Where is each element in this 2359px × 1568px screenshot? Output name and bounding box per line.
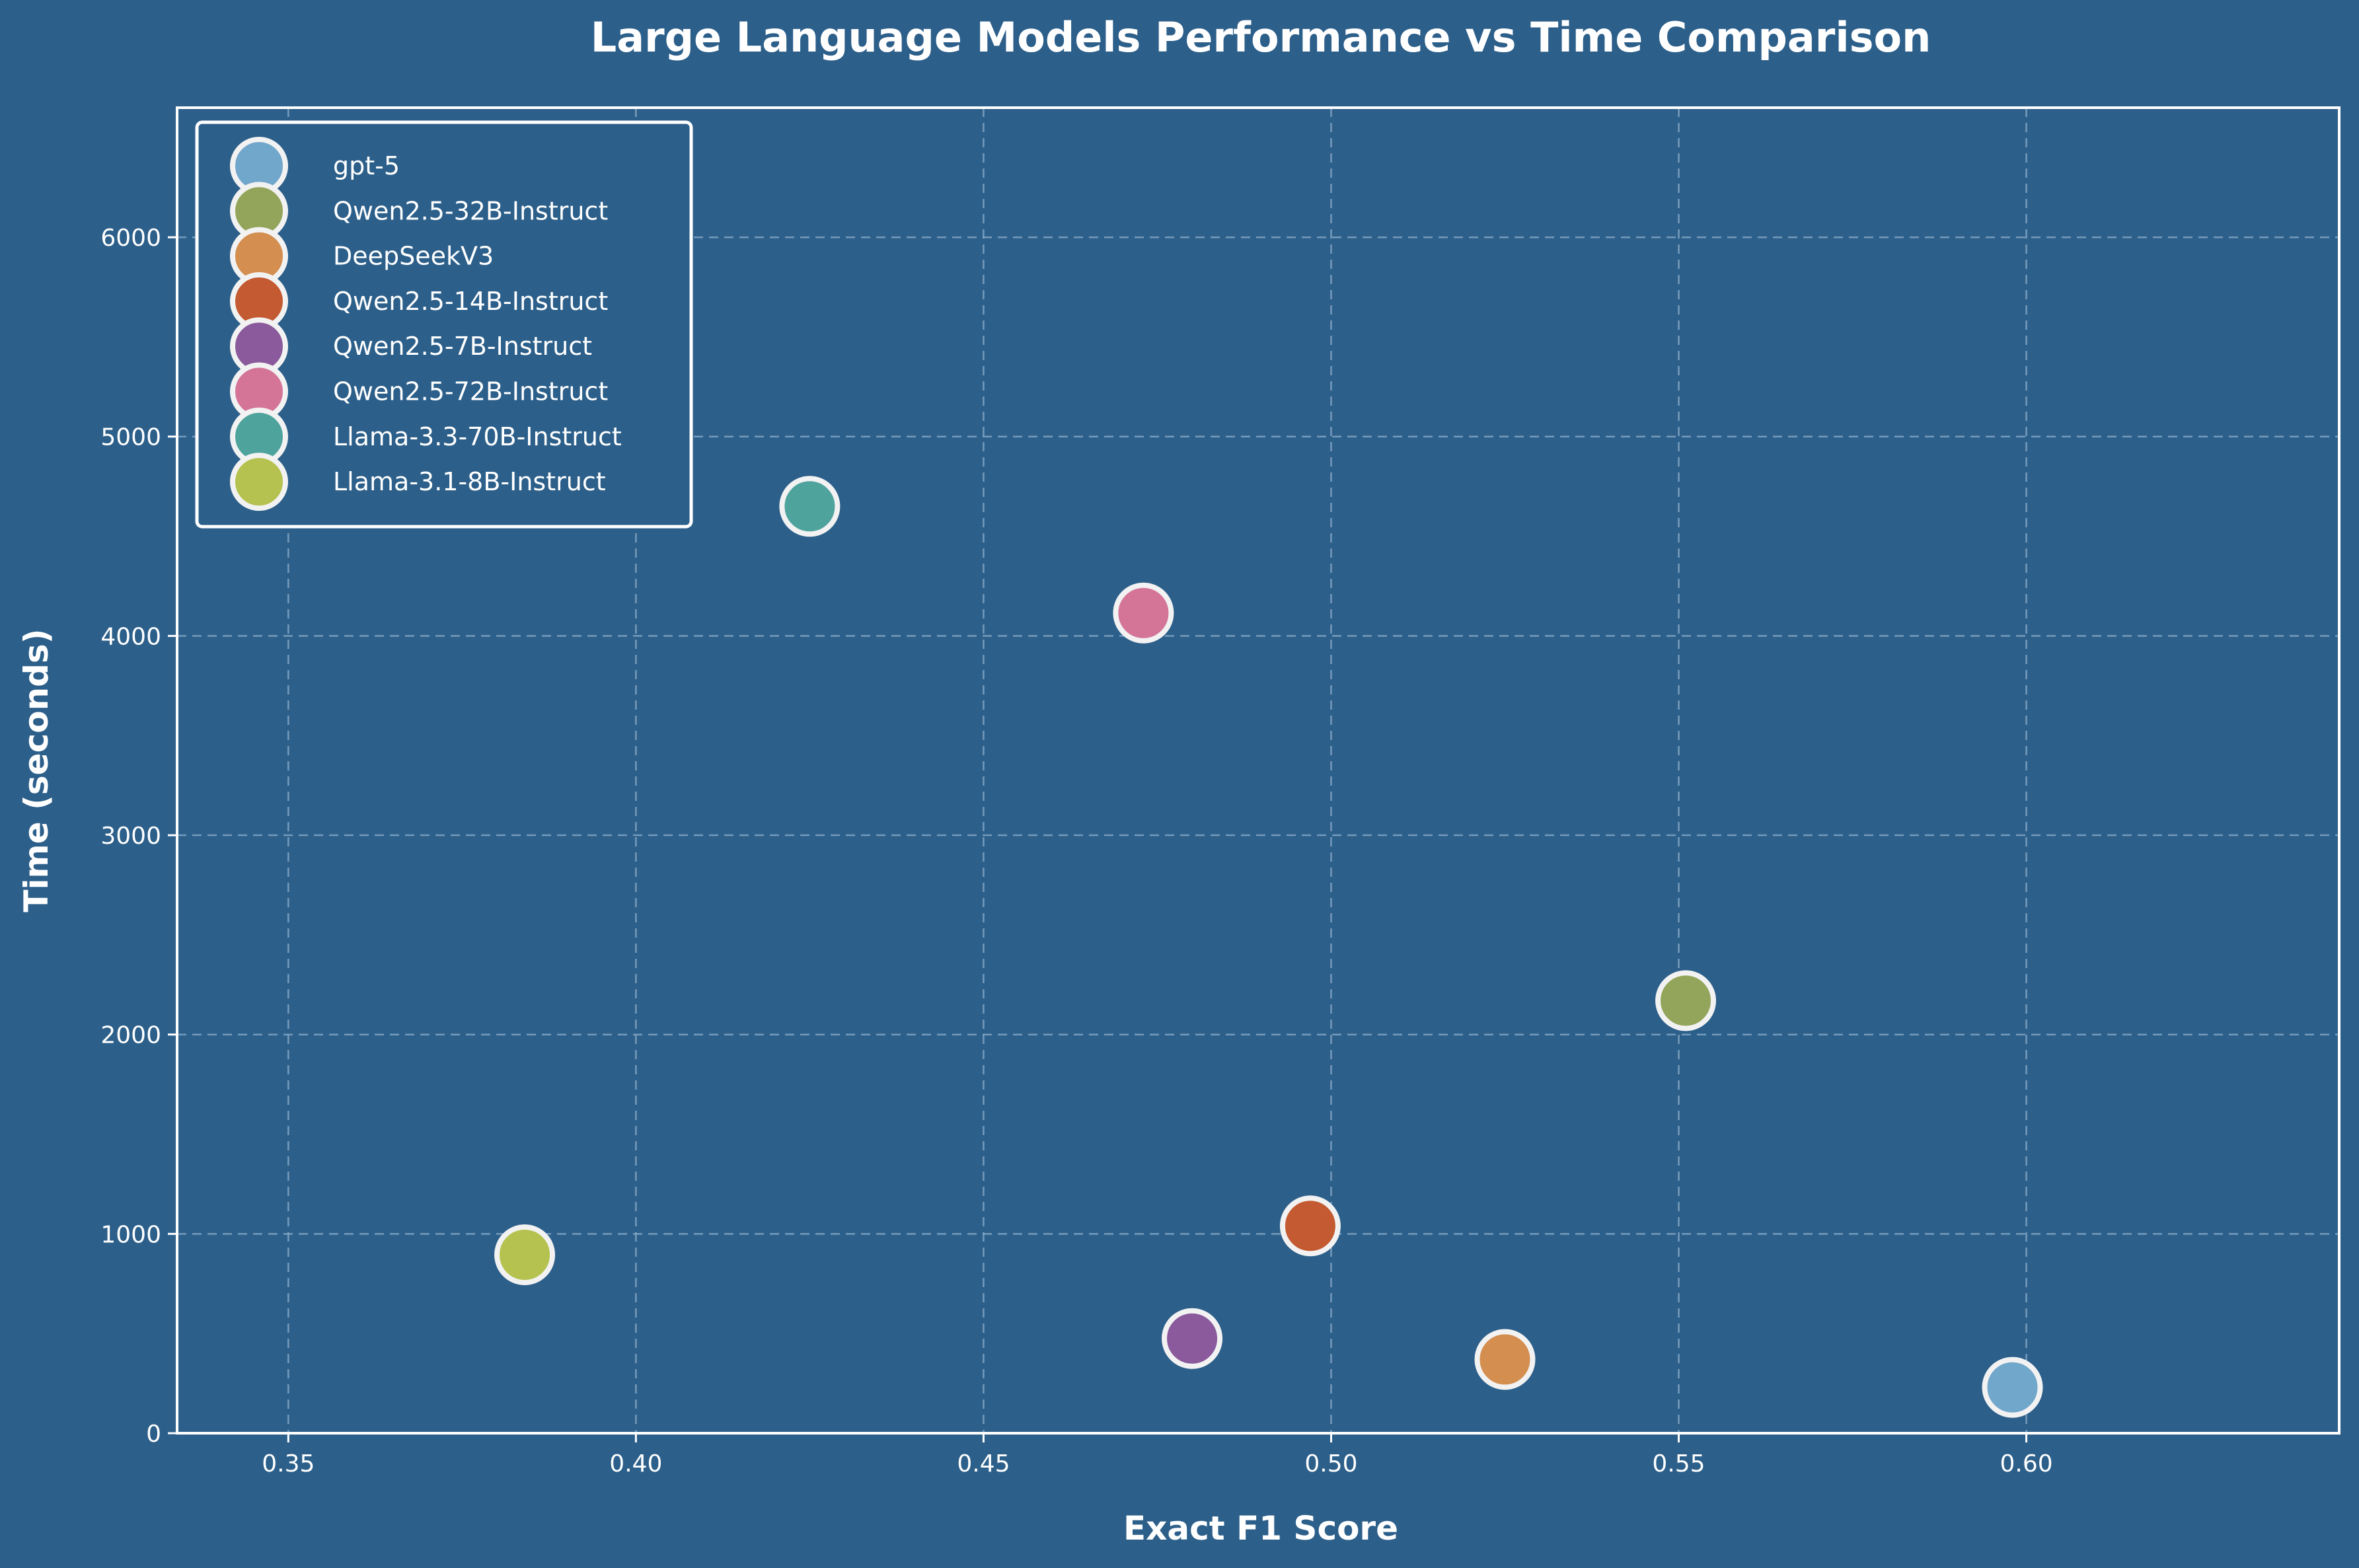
legend-label: gpt-5 — [333, 151, 400, 180]
x-axis-label: Exact F1 Score — [1123, 1509, 1398, 1548]
y-tick-label: 1000 — [100, 1221, 161, 1248]
legend-label: Llama-3.1-8B-Instruct — [333, 467, 606, 496]
data-point — [494, 1224, 556, 1286]
x-tick-label: 0.50 — [1304, 1450, 1357, 1477]
legend-marker — [230, 453, 288, 511]
y-tick-label: 6000 — [100, 225, 161, 252]
y-tick-label: 0 — [146, 1421, 161, 1448]
x-tick-label: 0.35 — [262, 1450, 315, 1477]
data-point — [1162, 1308, 1223, 1369]
legend-label: Qwen2.5-72B-Instruct — [333, 377, 608, 406]
x-tick-label: 0.60 — [2000, 1450, 2052, 1477]
data-point — [1655, 970, 1717, 1031]
y-tick-label: 5000 — [100, 424, 161, 451]
legend-label: Qwen2.5-7B-Instruct — [333, 332, 592, 361]
legend-box — [195, 120, 693, 529]
data-point — [1474, 1329, 1536, 1390]
legend-label: DeepSeekV3 — [333, 242, 494, 271]
y-tick-label: 2000 — [100, 1022, 161, 1049]
data-point — [1279, 1195, 1341, 1257]
legend-label: Qwen2.5-32B-Instruct — [333, 196, 608, 225]
x-axis-ticks: 0.35 0.40 0.45 0.50 0.55 0.60 — [262, 1433, 2053, 1477]
legend: gpt-5 Qwen2.5-32B-Instruct DeepSeekV3 Qwen2… — [195, 120, 693, 529]
data-point — [1982, 1357, 2043, 1418]
x-tick-label: 0.55 — [1652, 1450, 1705, 1477]
y-axis-ticks: 0 1000 2000 3000 4000 5000 6000 — [100, 225, 177, 1448]
data-points — [494, 476, 2043, 1418]
legend-label: Qwen2.5-14B-Instruct — [333, 287, 608, 316]
y-tick-label: 3000 — [100, 823, 161, 850]
x-tick-label: 0.40 — [609, 1450, 662, 1477]
x-tick-label: 0.45 — [957, 1450, 1010, 1477]
chart-title: Large Language Models Performance vs Tim… — [591, 13, 1931, 61]
grid — [177, 108, 2339, 1433]
plot-area — [176, 106, 2340, 1435]
legend-label: Llama-3.3-70B-Instruct — [333, 422, 622, 451]
y-axis-label: Time (seconds) — [17, 628, 56, 912]
data-point — [1113, 582, 1174, 644]
data-point — [779, 476, 841, 537]
y-tick-label: 4000 — [100, 623, 161, 650]
